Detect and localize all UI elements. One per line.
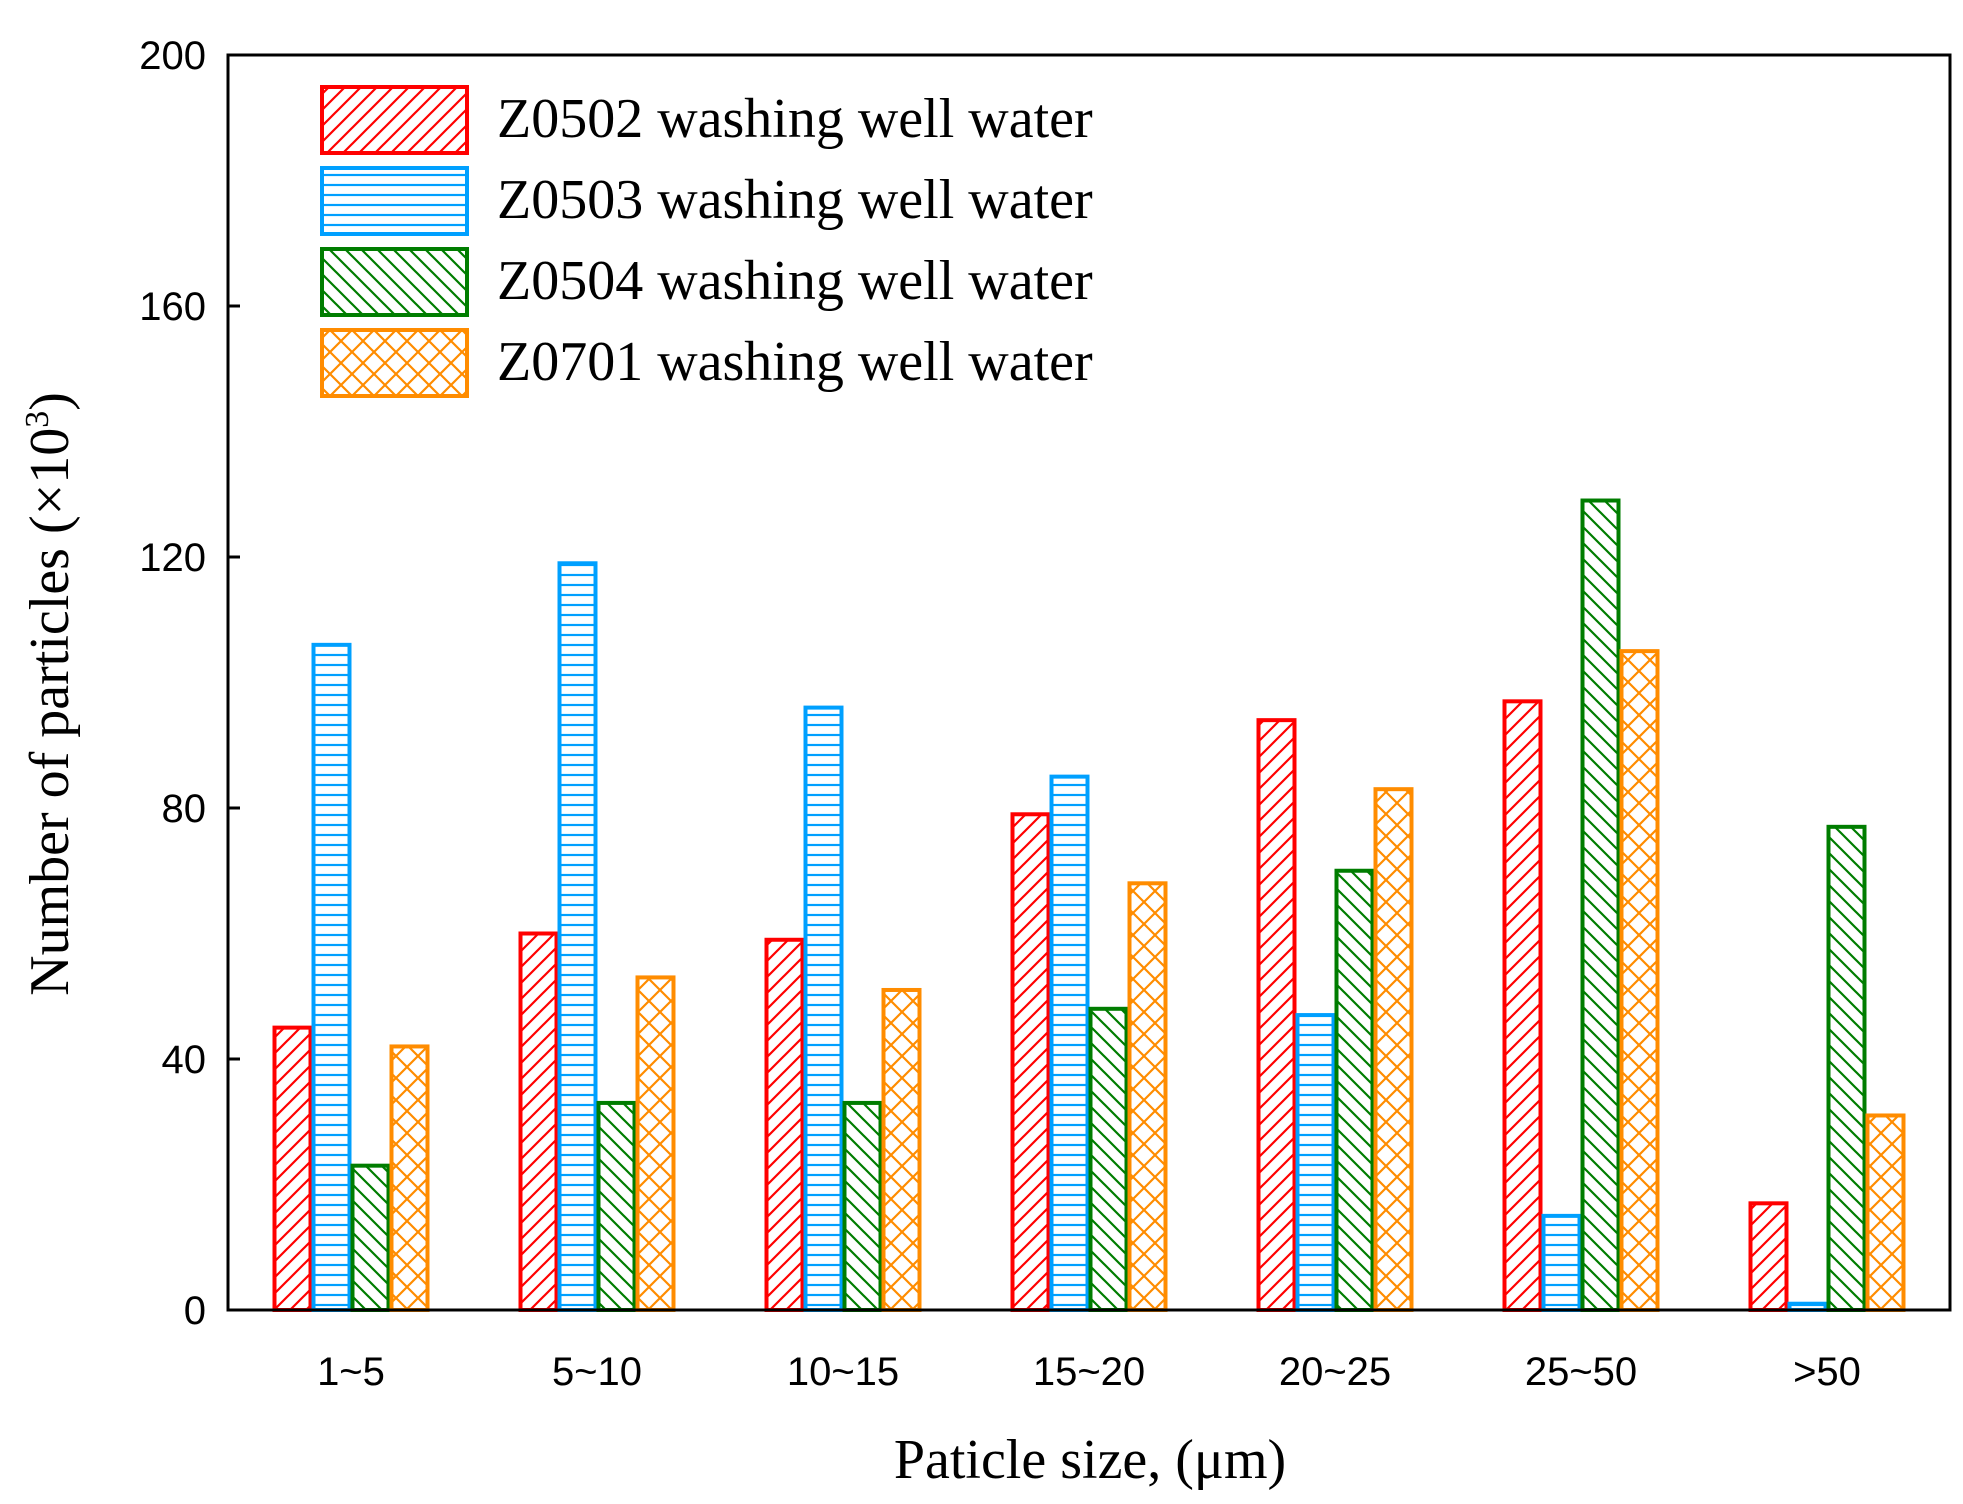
bar-fill <box>559 563 596 1310</box>
x-tick-label: 10~15 <box>787 1350 899 1394</box>
bar-fill <box>1504 701 1541 1310</box>
bar <box>1010 812 1051 1313</box>
legend-label: Z0502 washing well water <box>497 88 1093 150</box>
bar-fill <box>766 939 803 1310</box>
bar-fill <box>520 933 557 1310</box>
legend-label: Z0503 washing well water <box>497 169 1093 231</box>
y-tick-label: 0 <box>184 1289 206 1333</box>
bar <box>764 937 805 1313</box>
bar <box>1748 1201 1789 1312</box>
bar-fill <box>1090 1008 1127 1310</box>
legend-swatch-fill <box>322 330 467 396</box>
x-tick-label: 5~10 <box>552 1350 642 1394</box>
plot-frame <box>226 53 1952 1312</box>
bar <box>1256 718 1297 1312</box>
legend-swatch <box>320 166 469 236</box>
bar <box>272 1025 313 1312</box>
y-axis-title-main: Number of particles (×10 <box>19 428 81 996</box>
x-tick-label: >50 <box>1793 1350 1861 1394</box>
bars-group <box>272 498 1906 1313</box>
x-axis: 1~5 5~10 10~15 15~20 20~25 25~50 >50 <box>317 1350 1861 1394</box>
y-tick-label: 200 <box>139 34 206 78</box>
y-tick-label: 160 <box>139 285 206 329</box>
legend-swatch <box>320 328 469 398</box>
bar-fill <box>1621 651 1658 1310</box>
legend-item: Z0503 washing well water <box>320 166 1093 236</box>
legend-swatch <box>320 85 469 155</box>
bar-fill <box>1051 776 1088 1310</box>
bar <box>1334 868 1375 1312</box>
bar-fill <box>1375 789 1412 1310</box>
bar <box>1541 1213 1582 1312</box>
bar-fill <box>391 1046 428 1310</box>
bar-fill <box>1012 814 1049 1310</box>
legend-item: Z0701 washing well water <box>320 328 1093 398</box>
legend-label: Z0701 washing well water <box>497 331 1093 393</box>
bar <box>557 561 598 1312</box>
bar-fill <box>883 989 920 1310</box>
x-tick-label: 25~50 <box>1525 1350 1637 1394</box>
bar-fill <box>274 1027 311 1310</box>
x-axis-title: Paticle size, (μm) <box>894 1429 1286 1491</box>
bar-fill <box>1543 1215 1580 1310</box>
bar-fill <box>1258 720 1295 1310</box>
bar-fill <box>1297 1015 1334 1310</box>
bar <box>1580 498 1621 1312</box>
bar <box>596 1100 637 1313</box>
y-tick-label: 120 <box>139 536 206 580</box>
y-axis-title: Number of particles (×103) <box>19 392 81 996</box>
y-axis: 0 40 80 120 160 200 <box>139 34 240 1333</box>
bar <box>389 1044 430 1312</box>
legend-swatch-fill <box>322 87 467 153</box>
bar-fill <box>1867 1115 1904 1310</box>
bar <box>1373 787 1414 1312</box>
y-axis-title-close: ) <box>19 392 81 411</box>
bar-fill <box>1750 1203 1787 1310</box>
bar-fill <box>598 1102 635 1310</box>
bar <box>1865 1113 1906 1312</box>
legend-swatch-fill <box>322 249 467 315</box>
y-tick-label: 40 <box>162 1038 207 1082</box>
x-tick-label: 20~25 <box>1279 1350 1391 1394</box>
bar <box>350 1163 391 1313</box>
bar <box>518 931 559 1312</box>
bar <box>842 1100 883 1313</box>
bar-fill <box>1582 500 1619 1310</box>
bar <box>1826 824 1867 1312</box>
bar-fill <box>637 977 674 1310</box>
bar-fill <box>1789 1303 1826 1310</box>
bar <box>881 987 922 1312</box>
legend-item: Z0504 washing well water <box>320 247 1093 317</box>
legend-item: Z0502 washing well water <box>320 85 1093 155</box>
bar <box>1049 774 1090 1312</box>
bar <box>1295 1013 1336 1312</box>
y-tick-label: 80 <box>162 787 207 831</box>
legend-swatch-fill <box>322 168 467 234</box>
bar-fill <box>844 1102 881 1310</box>
x-tick-label: 1~5 <box>317 1350 385 1394</box>
legend-swatch <box>320 247 469 317</box>
bar-fill <box>1129 883 1166 1310</box>
y-axis-title-superscript: 3 <box>19 411 56 428</box>
bar <box>1127 881 1168 1312</box>
bar <box>1502 699 1543 1312</box>
x-tick-label: 15~20 <box>1033 1350 1145 1394</box>
bar <box>1619 649 1660 1312</box>
bar <box>1088 1006 1129 1312</box>
legend-label: Z0504 washing well water <box>497 250 1093 312</box>
bar-fill <box>1336 870 1373 1310</box>
bar <box>635 975 676 1312</box>
bar <box>803 705 844 1312</box>
bar-fill <box>1828 826 1865 1310</box>
bar-fill <box>313 644 350 1310</box>
legend: Z0502 washing well water Z0503 washing we… <box>320 85 1093 398</box>
bar-fill <box>352 1165 389 1310</box>
bar <box>311 642 352 1312</box>
bar-fill <box>805 707 842 1310</box>
